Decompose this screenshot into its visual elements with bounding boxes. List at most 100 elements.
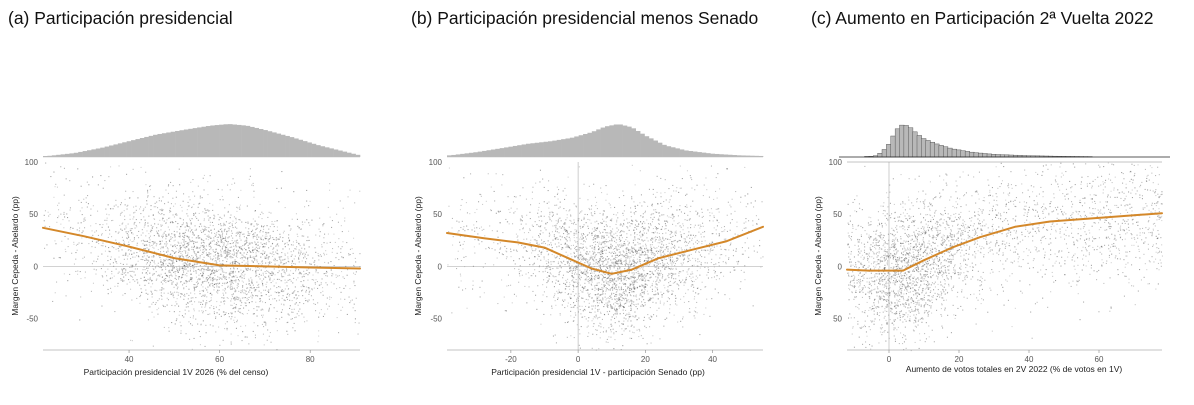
scatter-point [199,336,201,338]
scatter-point [618,244,620,246]
scatter-point [573,269,575,271]
scatter-point [176,231,178,233]
scatter-point [235,255,237,257]
scatter-point [160,229,162,231]
scatter-point [229,189,231,191]
scatter-point [121,223,123,225]
scatter-point [304,248,306,250]
scatter-point [130,264,132,266]
scatter-point [217,214,219,216]
scatter-point [594,238,596,240]
scatter-point [231,312,233,314]
scatter-point [193,308,195,310]
scatter-point [256,255,258,257]
scatter-point [275,318,277,320]
scatter-point [343,277,345,279]
scatter-point [83,256,85,258]
scatter-point [640,267,642,269]
scatter-point [627,255,629,257]
scatter-point [254,248,256,250]
scatter-point [721,227,723,229]
scatter-point [580,313,582,315]
scatter-point [548,266,550,268]
scatter-point [732,249,734,251]
scatter-point [506,248,508,250]
scatter-point [193,251,195,253]
scatter-point [158,266,160,268]
scatter-point [58,202,60,204]
scatter-point [147,270,149,272]
scatter-point [277,243,279,245]
scatter-point [205,249,207,251]
scatter-point [578,247,580,249]
scatter-point [647,279,649,281]
scatter-point [239,298,241,300]
scatter-point [185,280,187,282]
scatter-point [195,253,197,255]
scatter-point [193,203,195,205]
scatter-point [589,293,591,295]
scatter-point [558,189,560,191]
scatter-point [230,250,232,252]
scatter-point [700,233,702,235]
scatter-point [189,301,191,303]
scatter-point [641,296,643,298]
scatter-point [141,272,143,274]
scatter-point [288,261,290,263]
scatter-point [43,214,45,216]
scatter-point [642,254,644,256]
scatter-point [253,308,255,310]
scatter-point [225,221,227,223]
scatter-point [180,246,182,248]
scatter-point [603,265,605,267]
scatter-point [317,287,319,289]
scatter-point [252,251,254,253]
scatter-point [184,268,186,270]
scatter-point [246,293,248,295]
scatter-point [337,303,339,305]
scatter-point [597,289,599,291]
scatter-point [152,260,154,262]
scatter-point [611,280,613,282]
scatter-point [715,229,717,231]
scatter-point [127,234,129,236]
scatter-point [198,237,200,239]
scatter-point [185,229,187,231]
scatter-point [644,254,646,256]
scatter-point [224,290,226,292]
histogram-bar [727,154,733,157]
scatter-point [591,288,593,290]
scatter-point [540,211,542,213]
scatter-point [578,218,580,220]
scatter-point [326,297,328,299]
scatter-point [644,210,646,212]
scatter-point [252,237,254,239]
scatter-point [196,237,198,239]
scatter-point [73,263,75,265]
scatter-point [168,234,170,236]
scatter-point [601,237,603,239]
scatter-point [569,270,571,272]
scatter-point [273,223,275,225]
scatter-point [659,272,661,274]
scatter-point [670,232,672,234]
scatter-point [123,272,125,274]
scatter-point [624,275,626,277]
scatter-point [176,298,178,300]
scatter-point [105,245,107,247]
scatter-point [169,207,171,209]
scatter-point [124,198,126,200]
scatter-point [194,258,196,260]
scatter-point [232,271,234,273]
scatter-point [711,249,713,251]
scatter-point [193,284,195,286]
histogram-bar [109,145,114,157]
scatter-point [157,313,159,315]
scatter-point [234,182,236,184]
scatter-point [610,243,612,245]
scatter-point [600,250,602,252]
scatter-point [192,264,194,266]
scatter-point [187,205,189,207]
scatter-point [218,244,220,246]
scatter-point [231,280,233,282]
